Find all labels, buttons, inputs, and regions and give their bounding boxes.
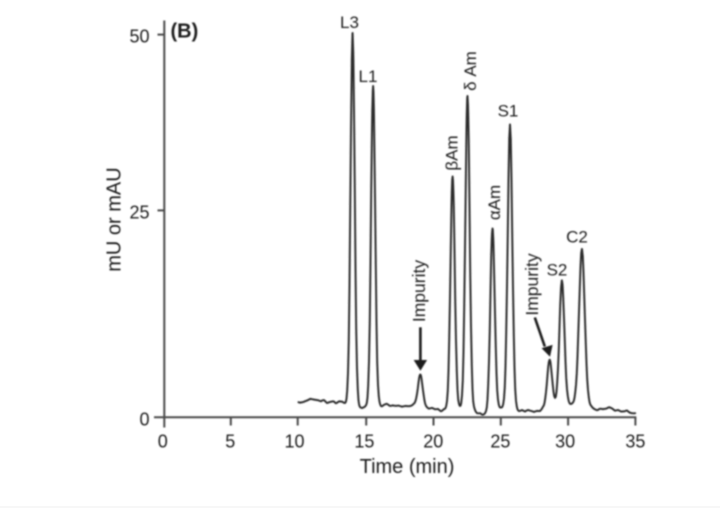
svg-text:5: 5: [225, 432, 235, 452]
svg-text:25: 25: [490, 432, 510, 452]
svg-text:C2: C2: [566, 228, 588, 247]
svg-text:0: 0: [158, 432, 168, 452]
svg-text:50: 50: [129, 27, 149, 47]
svg-text:L3: L3: [340, 13, 359, 32]
svg-text:δ Am: δ Am: [461, 51, 480, 91]
svg-text:25: 25: [129, 203, 149, 223]
svg-text:L1: L1: [359, 67, 378, 86]
svg-text:Impurity: Impurity: [409, 260, 429, 322]
svg-text:mU or mAU: mU or mAU: [103, 167, 125, 271]
svg-text:βAm: βAm: [442, 135, 461, 170]
svg-text:15: 15: [354, 432, 374, 452]
svg-text:35: 35: [625, 432, 645, 452]
svg-text:10: 10: [284, 432, 304, 452]
svg-text:S2: S2: [547, 261, 568, 280]
svg-text:Impurity: Impurity: [522, 253, 542, 315]
svg-text:αAm: αAm: [485, 185, 504, 220]
svg-text:30: 30: [555, 432, 575, 452]
svg-text:0: 0: [139, 410, 149, 430]
svg-text:20: 20: [423, 432, 443, 452]
svg-text:S1: S1: [498, 102, 519, 121]
svg-text:(B): (B): [171, 21, 199, 43]
svg-text:Time (min): Time (min): [360, 456, 455, 478]
